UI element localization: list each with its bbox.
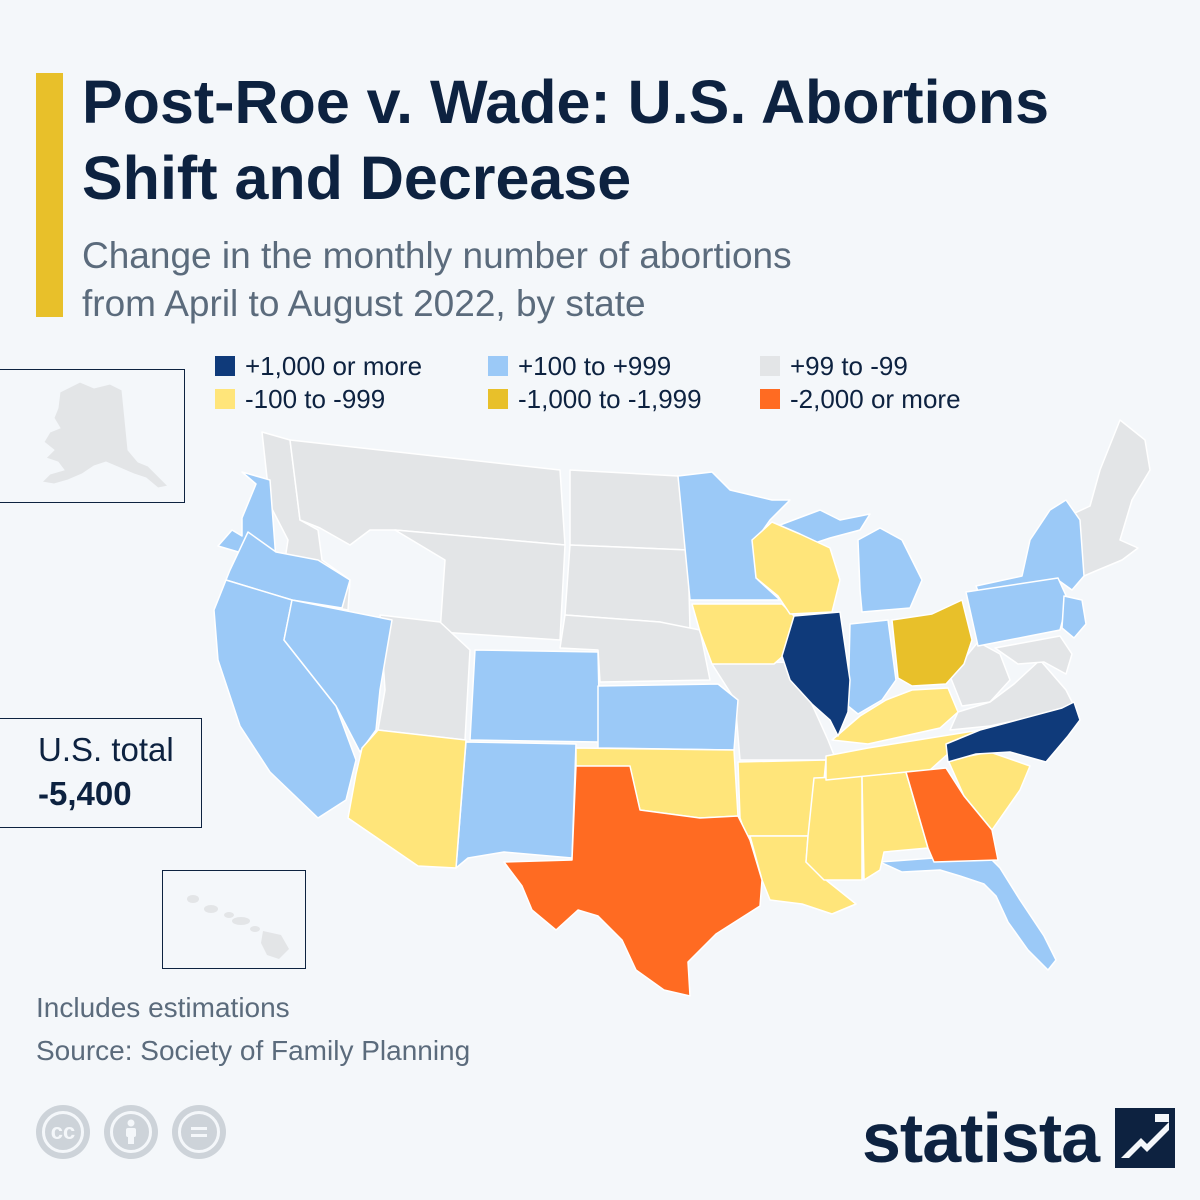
no-derivatives-icon[interactable]: [172, 1105, 226, 1159]
legend-label: -1,000 to -1,999: [518, 383, 702, 414]
attribution-icon[interactable]: [104, 1105, 158, 1159]
state-florida: [879, 857, 1057, 971]
state-ohio: [891, 599, 973, 687]
total-value: -5,400: [38, 775, 132, 812]
page-subtitle: Change in the monthly number of abortion…: [82, 232, 982, 328]
state-tennessee: [825, 729, 981, 781]
state-wisconsin: [751, 521, 841, 615]
subtitle-line-1: Change in the monthly number of abortion…: [82, 235, 792, 276]
cc-license-icon[interactable]: cc: [36, 1105, 90, 1159]
state-nebraska: [559, 614, 711, 683]
statista-brand[interactable]: statista: [862, 1098, 1176, 1178]
legend-label: +99 to -99: [790, 350, 908, 381]
statista-logo-icon: [1115, 1108, 1176, 1168]
page-title: Post-Roe v. Wade: U.S. Abortions Shift a…: [82, 64, 1182, 216]
state-kansas: [597, 683, 739, 751]
source-note: Source: Society of Family Planning: [36, 1035, 471, 1066]
state-minnesota: [677, 471, 791, 601]
state-alaska: [40, 381, 170, 489]
state-wyoming: [394, 529, 566, 641]
state-north-dakota: [569, 469, 689, 551]
state-hawaii: [187, 895, 289, 959]
state-new-england: [1059, 419, 1151, 577]
us-total-box: U.S. total -5,400: [0, 718, 202, 828]
state-north-carolina: [945, 701, 1081, 763]
legend-swatch: [215, 356, 235, 376]
estimations-note: Includes estimations: [36, 992, 290, 1023]
state-colorado: [469, 649, 601, 743]
state-maryland-delaware: [994, 635, 1073, 675]
legend-swatch: [760, 389, 780, 409]
license-icons: cc: [36, 1105, 226, 1159]
state-new-mexico: [455, 741, 577, 869]
subtitle-line-2: from April to August 2022, by state: [82, 283, 646, 324]
accent-bar: [36, 73, 63, 317]
legend-label: -2,000 or more: [790, 383, 961, 414]
total-label: U.S. total: [38, 731, 174, 768]
state-arizona: [347, 729, 467, 869]
state-iowa: [691, 603, 797, 665]
legend-item: -100 to -999: [215, 383, 385, 415]
state-kentucky: [831, 687, 959, 745]
hawaii-inset: [162, 870, 306, 969]
legend-item: +100 to +999: [488, 350, 671, 382]
state-new-jersey: [1061, 595, 1087, 639]
legend-label: +1,000 or more: [245, 350, 423, 381]
legend-swatch: [488, 356, 508, 376]
legend-label: -100 to -999: [245, 383, 386, 414]
brand-name: statista: [862, 1099, 1100, 1177]
legend-swatch: [488, 389, 508, 409]
title-line-1: Post-Roe v. Wade: U.S. Abortions: [82, 68, 1050, 136]
state-montana: [289, 439, 566, 546]
state-mississippi: [805, 775, 863, 881]
state-texas: [503, 765, 763, 997]
legend-swatch: [760, 356, 780, 376]
title-line-2: Shift and Decrease: [82, 144, 632, 212]
state-illinois: [781, 611, 851, 737]
legend-item: -2,000 or more: [760, 383, 961, 415]
legend-swatch: [215, 389, 235, 409]
legend-label: +100 to +999: [518, 350, 672, 381]
legend: +1,000 or more +100 to +999 +99 to -99 -…: [215, 350, 1015, 420]
legend-item: +99 to -99: [760, 350, 908, 382]
state-georgia: [905, 767, 999, 863]
alaska-inset: [0, 369, 185, 503]
legend-item: -1,000 to -1,999: [488, 383, 702, 415]
legend-item: +1,000 or more: [215, 350, 422, 382]
